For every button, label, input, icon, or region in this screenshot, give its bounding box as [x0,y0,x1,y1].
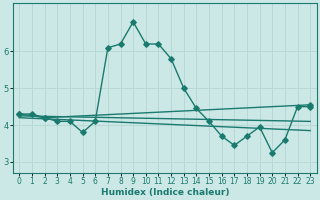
X-axis label: Humidex (Indice chaleur): Humidex (Indice chaleur) [100,188,229,197]
